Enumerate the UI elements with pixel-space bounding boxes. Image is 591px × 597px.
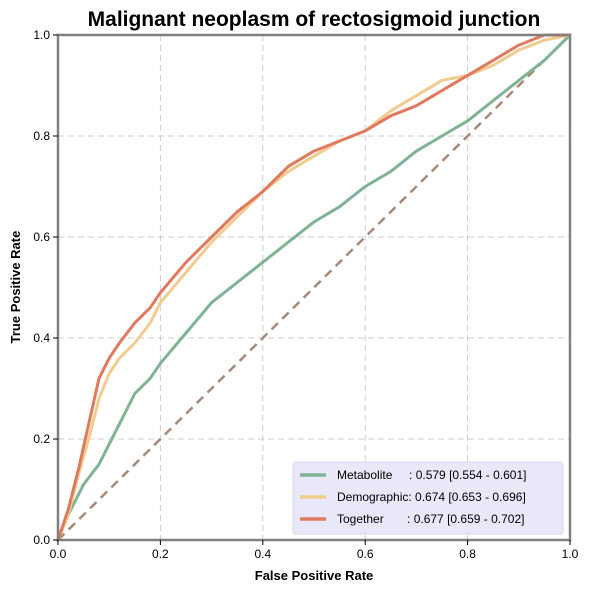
y-tick-label: 0.2 — [33, 432, 50, 446]
legend-box — [292, 461, 564, 535]
x-axis-label: False Positive Rate — [255, 568, 374, 583]
y-tick-label: 1.0 — [33, 28, 50, 42]
roc-curves — [56, 33, 572, 542]
roc-curve-together — [56, 33, 572, 542]
x-tick-label: 0.4 — [254, 547, 271, 561]
roc-curve-metabolite — [56, 33, 572, 542]
axis-ticks: 0.0 0.2 0.4 0.6 0.8 1.0 0.0 0.2 0.4 0.6 0.8 1.0 — [33, 28, 578, 561]
y-tick-label: 0.0 — [33, 533, 50, 547]
y-axis-label: True Positive Rate — [8, 231, 23, 344]
y-tick-label: 0.6 — [33, 230, 50, 244]
x-tick-label: 0.8 — [459, 547, 476, 561]
legend-label-demographic: Demographic: 0.674 [0.653 - 0.696] — [337, 490, 526, 504]
x-tick-label: 0.6 — [357, 547, 374, 561]
y-tick-label: 0.4 — [33, 331, 50, 345]
x-tick-label: 1.0 — [562, 547, 579, 561]
plot-frame — [56, 33, 572, 542]
chart-title: Malignant neoplasm of rectosigmoid junct… — [88, 8, 541, 31]
x-tick-label: 0.0 — [50, 547, 67, 561]
legend-label-together: Together : 0.677 [0.659 - 0.702] — [337, 512, 524, 526]
legend: Metabolite : 0.579 [0.554 - 0.601] Demogr… — [292, 461, 564, 535]
x-tick-label: 0.2 — [152, 547, 169, 561]
legend-label-metabolite: Metabolite : 0.579 [0.554 - 0.601] — [337, 468, 526, 482]
y-tick-label: 0.8 — [33, 129, 50, 143]
